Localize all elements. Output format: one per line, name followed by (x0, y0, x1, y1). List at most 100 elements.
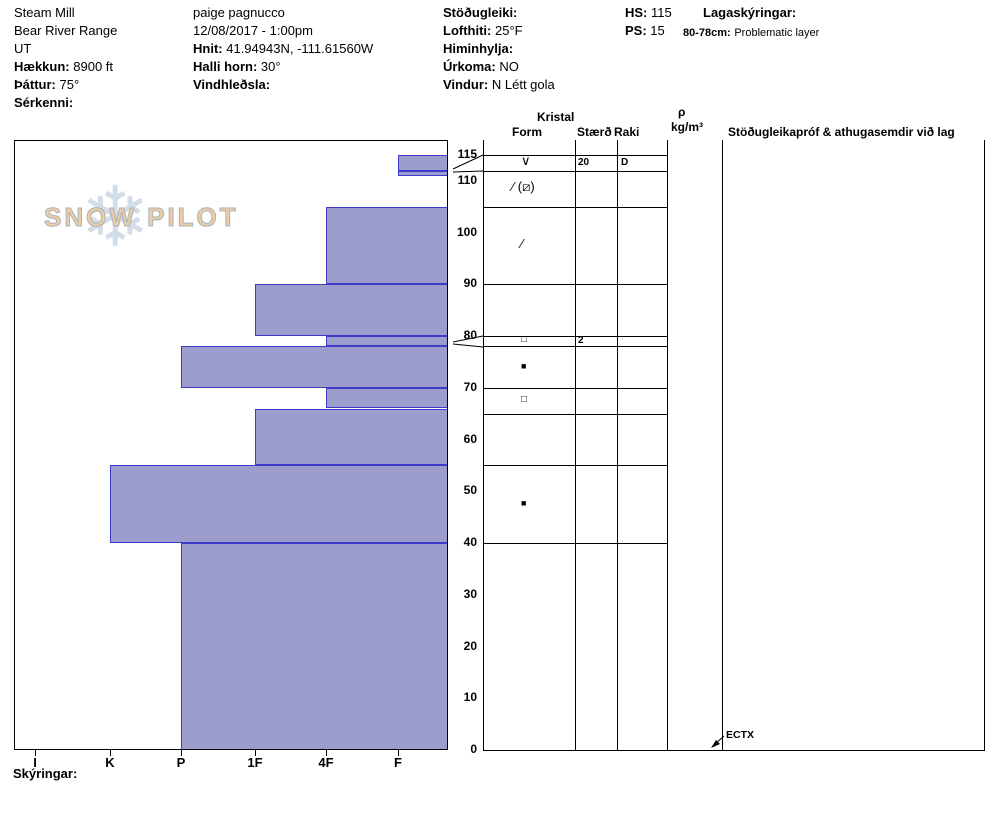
windloading-field: Vindhleðsla: (193, 77, 270, 92)
elevation-field: Hækkun: 8900 ft (14, 59, 113, 74)
coords-field: Hnit: 41.94943N, -111.61560W (193, 41, 373, 56)
snow-layer-bar (255, 408, 448, 466)
hardness-axis-tick (35, 750, 36, 756)
table-row-line (483, 170, 667, 172)
layer-note-range: 80-78cm: (683, 27, 731, 39)
windloading-label: Vindhleðsla: (193, 77, 271, 92)
layer-notes-header: Lagaskýringar: (703, 5, 797, 20)
table-column-line (984, 140, 985, 750)
depth-axis-label: 10 (463, 690, 477, 705)
hardness-axis-tick (181, 750, 182, 756)
depth-axis-label: 90 (463, 276, 477, 291)
datetime: 12/08/2017 - 1:00pm (193, 23, 313, 38)
hardness-axis-tick (326, 750, 327, 756)
table-column-line (667, 140, 668, 750)
aspect-label: Þáttur: (14, 77, 56, 92)
table-column-line (722, 140, 723, 750)
layer-note-text: Problematic layer (734, 27, 820, 39)
ps-field: PS: 15 (625, 23, 665, 38)
chart-frame (14, 140, 448, 750)
slope-field: Halli horn: 30° (193, 59, 281, 74)
legend-header: Skýringar: (13, 766, 78, 781)
table-column-line (617, 140, 618, 750)
table-bottom-line (483, 750, 985, 751)
aspect-value: 75° (59, 77, 80, 92)
airtemp-label: Lofthiti: (443, 23, 492, 38)
hardness-axis-label: K (105, 755, 115, 770)
depth-axis-label: 40 (463, 535, 477, 549)
density-symbol: ρ (678, 105, 686, 119)
snow-layer-bar (181, 346, 448, 388)
crystal-group-header: Kristal (537, 110, 575, 124)
snow-layer-bar (181, 543, 448, 750)
hardness-axis-tick (255, 750, 256, 756)
snowflake-icon: ❄ (80, 170, 151, 264)
sky-label: Himinhylja: (443, 41, 514, 56)
hardness-axis-label: F (394, 755, 402, 770)
stability-field: Stöðugleiki: (443, 5, 517, 20)
elevation-value: 8900 ft (73, 59, 114, 74)
table-row-line (483, 206, 667, 208)
coords-label: Hnit: (193, 41, 223, 56)
table-row-line (483, 284, 667, 286)
precip-field: Úrkoma: NO (443, 59, 519, 74)
depth-axis-label: 100 (456, 224, 477, 239)
observer-name: paige pagnucco (193, 5, 285, 20)
site-name: Steam Mill (14, 5, 75, 20)
depth-axis-label: 30 (463, 586, 477, 601)
hs-value: 115 (651, 5, 672, 20)
grain-form-symbol: ■ (521, 360, 527, 371)
grain-size-value: 20 (578, 156, 590, 168)
slope-label: Halli horn: (193, 59, 258, 74)
aspect-field: Þáttur: 75° (14, 77, 79, 92)
hardness-axis-tick (110, 750, 111, 756)
features-label: Sérkenni: (14, 95, 74, 110)
hardness-axis-label: 1F (247, 755, 263, 770)
comments-column-header: Stöðugleikapróf & athugasemdir við lag (728, 125, 955, 139)
hardness-axis-label: 4F (318, 755, 334, 770)
table-column-line (483, 140, 484, 750)
table-row-line (483, 336, 667, 338)
wind-value: N Létt gola (491, 77, 555, 92)
table-row-line (483, 413, 667, 415)
hardness-axis-label: I (33, 755, 37, 770)
hs-field: HS: 115 (625, 5, 672, 20)
site-name-text: Steam Mill (14, 5, 75, 20)
depth-axis-label: 115 (457, 147, 477, 161)
airtemp-value: 25°F (495, 23, 523, 38)
sky-field: Himinhylja: (443, 41, 513, 56)
depth-axis-label: 0 (470, 742, 477, 756)
grain-size-value: 2 (578, 335, 584, 347)
grain-form-symbol: □ (521, 393, 528, 405)
table-row-line (483, 346, 667, 348)
grain-form-symbol: ■ (521, 497, 527, 508)
coords-value: 41.94943N, -111.61560W (226, 41, 374, 56)
wind-field: Vindur: N Létt gola (443, 77, 555, 92)
wind-label: Vindur: (443, 77, 489, 92)
table-row-line (483, 155, 667, 156)
state-name: UT (14, 41, 32, 56)
precip-value: NO (499, 59, 519, 74)
hardness-axis-tick (398, 750, 399, 756)
ps-label: PS: (625, 23, 647, 38)
form-column-header: Form (512, 125, 542, 139)
size-column-header: Stærð (577, 125, 612, 139)
layer-note: 80-78cm: Problematic layer (683, 24, 819, 39)
depth-axis-label: 70 (463, 379, 477, 394)
range-name: Bear River Range (14, 23, 118, 38)
depth-axis-label: 60 (463, 431, 477, 446)
snow-layer-bar (255, 284, 448, 336)
grain-form-symbol: □ (521, 334, 528, 346)
ectx-annotation: ECTX (726, 729, 755, 741)
precip-label: Úrkoma: (443, 59, 496, 74)
moisture-column-header: Raki (614, 125, 640, 139)
hs-label: HS: (625, 5, 648, 20)
depth-axis-label: 110 (457, 172, 477, 187)
features-field: Sérkenni: (14, 95, 73, 110)
depth-axis-label: 20 (463, 638, 477, 653)
table-column-line (575, 140, 576, 750)
grain-form-symbol: ∨ (521, 153, 531, 169)
grain-form-symbol: ∕ (521, 236, 524, 252)
ps-value: 15 (650, 23, 665, 38)
